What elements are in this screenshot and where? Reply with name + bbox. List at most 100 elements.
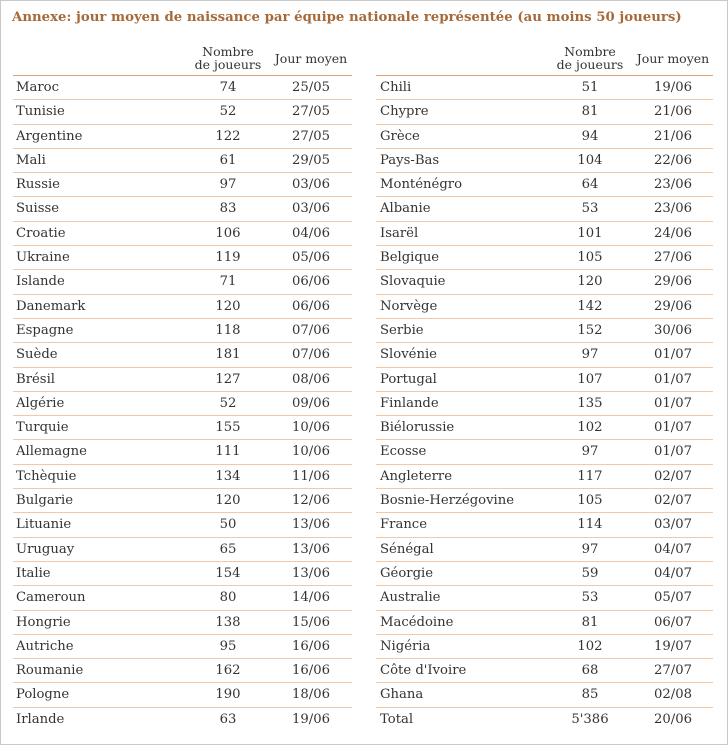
player-count: 105 bbox=[577, 250, 603, 266]
table-row: Albanie 53 23/06 bbox=[376, 197, 713, 222]
average-day: 21/06 bbox=[653, 128, 692, 144]
table-row: Sénégal 97 04/07 bbox=[376, 538, 713, 562]
team-name: Ghana bbox=[380, 687, 424, 703]
table-row: Angleterre 117 02/07 bbox=[376, 465, 713, 490]
team-name: Macédoine bbox=[380, 614, 454, 630]
player-count: 107 bbox=[577, 371, 603, 387]
table-row: Bosnie-Herzégovine 105 02/07 bbox=[376, 489, 713, 514]
table-row: Grèce 94 21/06 bbox=[376, 125, 713, 149]
team-name: Sénégal bbox=[380, 541, 434, 557]
average-day: 06/07 bbox=[653, 614, 692, 630]
average-day: 22/06 bbox=[653, 152, 692, 168]
table-row: Croatie 106 04/06 bbox=[13, 222, 352, 247]
player-count: 106 bbox=[215, 225, 241, 241]
average-day: 27/07 bbox=[653, 663, 692, 679]
team-name: Ukraine bbox=[16, 250, 70, 266]
team-name: Espagne bbox=[16, 322, 74, 338]
team-name: Chili bbox=[380, 80, 412, 95]
team-name: Pologne bbox=[16, 687, 70, 703]
average-day: 29/06 bbox=[653, 274, 692, 290]
team-name: Maroc bbox=[16, 80, 59, 95]
average-day: 10/06 bbox=[291, 420, 330, 436]
table-row: Lituanie 50 13/06 bbox=[13, 513, 352, 538]
header-average-day: Jour moyen bbox=[636, 51, 710, 66]
left-table-body: Maroc 74 25/05 Tunisie 52 27/05 Argentine 122 27… bbox=[13, 76, 352, 731]
header-player-count: Nombre de joueurs bbox=[190, 45, 266, 71]
table-row: Slovénie 97 01/07 bbox=[376, 343, 713, 368]
table-row: Italie 154 13/06 bbox=[13, 562, 352, 587]
team-name: Bulgarie bbox=[16, 493, 74, 509]
table-row: Pologne 190 18/06 bbox=[13, 683, 352, 708]
team-name: Cameroun bbox=[16, 590, 86, 606]
team-name: Turquie bbox=[16, 420, 69, 436]
table-row: Nigéria 102 19/07 bbox=[376, 635, 713, 660]
table-row: Belgique 105 27/06 bbox=[376, 246, 713, 271]
table-row: Brésil 127 08/06 bbox=[13, 368, 352, 392]
team-name: Serbie bbox=[380, 322, 424, 338]
team-name: Danemark bbox=[16, 298, 86, 314]
header-player-count: Nombre de joueurs bbox=[552, 45, 628, 71]
player-count: 127 bbox=[215, 371, 241, 387]
table-row: Roumanie 162 16/06 bbox=[13, 659, 352, 684]
header-count-line1: Nombre bbox=[564, 44, 616, 59]
player-count: 102 bbox=[577, 420, 603, 436]
average-day: 03/07 bbox=[653, 517, 692, 533]
average-day: 16/06 bbox=[291, 663, 330, 679]
player-count: 81 bbox=[581, 104, 599, 120]
player-count: 102 bbox=[577, 638, 603, 654]
player-count: 152 bbox=[577, 322, 603, 338]
average-day: 27/05 bbox=[291, 128, 330, 144]
average-day: 29/05 bbox=[291, 152, 330, 168]
team-name: Albanie bbox=[380, 201, 431, 217]
player-count: 64 bbox=[581, 177, 599, 193]
table-row: Turquie 155 10/06 bbox=[13, 416, 352, 441]
player-count: 122 bbox=[215, 128, 241, 144]
team-name: Suisse bbox=[16, 201, 60, 217]
average-day: 16/06 bbox=[291, 638, 330, 654]
table-row: Irlande 63 19/06 bbox=[13, 708, 352, 731]
table-row: Isarël 101 24/06 bbox=[376, 222, 713, 247]
player-count: 120 bbox=[577, 274, 603, 290]
player-count: 104 bbox=[577, 152, 603, 168]
table-row: Uruguay 65 13/06 bbox=[13, 538, 352, 562]
team-name: Algérie bbox=[16, 395, 65, 411]
table-row: Slovaquie 120 29/06 bbox=[376, 270, 713, 295]
team-name: Belgique bbox=[380, 250, 440, 266]
player-count: 61 bbox=[219, 152, 237, 168]
table-row: Suisse 83 03/06 bbox=[13, 197, 352, 222]
table-row: Algérie 52 09/06 bbox=[13, 392, 352, 417]
table-row: Maroc 74 25/05 bbox=[13, 76, 352, 101]
average-day: 02/07 bbox=[653, 493, 692, 509]
player-count: 105 bbox=[577, 493, 603, 509]
table-row: Hongrie 138 15/06 bbox=[13, 611, 352, 635]
table-row: Chili 51 19/06 bbox=[376, 76, 713, 101]
header-count-line2: de joueurs bbox=[556, 57, 624, 72]
average-day: 01/07 bbox=[653, 347, 692, 363]
team-name: Autriche bbox=[16, 638, 74, 654]
table-row: Chypre 81 21/06 bbox=[376, 100, 713, 125]
team-name: Finlande bbox=[380, 395, 439, 411]
average-day: 12/06 bbox=[291, 493, 330, 509]
team-name: Grèce bbox=[380, 128, 420, 144]
average-day: 03/06 bbox=[291, 177, 330, 193]
team-name: Allemagne bbox=[16, 444, 87, 460]
team-name: Norvège bbox=[380, 298, 438, 314]
average-day: 01/07 bbox=[653, 444, 692, 460]
player-count: 65 bbox=[219, 541, 237, 557]
average-day: 11/06 bbox=[291, 468, 330, 484]
player-count: 142 bbox=[577, 298, 603, 314]
table-row: Ghana 85 02/08 bbox=[376, 683, 713, 708]
player-count: 95 bbox=[219, 638, 237, 654]
team-name: Chypre bbox=[380, 104, 429, 120]
table-row: Macédoine 81 06/07 bbox=[376, 611, 713, 635]
player-count: 50 bbox=[219, 517, 237, 533]
team-name: Pays-Bas bbox=[380, 152, 440, 168]
table-row: Allemagne 111 10/06 bbox=[13, 440, 352, 465]
team-name: Argentine bbox=[16, 128, 83, 144]
table-row: Total 5'386 20/06 bbox=[376, 708, 713, 731]
average-day: 23/06 bbox=[653, 177, 692, 193]
player-count: 53 bbox=[581, 590, 599, 606]
table-header: Nombre de joueurs Jour moyen bbox=[376, 43, 713, 76]
player-count: 111 bbox=[215, 444, 241, 460]
